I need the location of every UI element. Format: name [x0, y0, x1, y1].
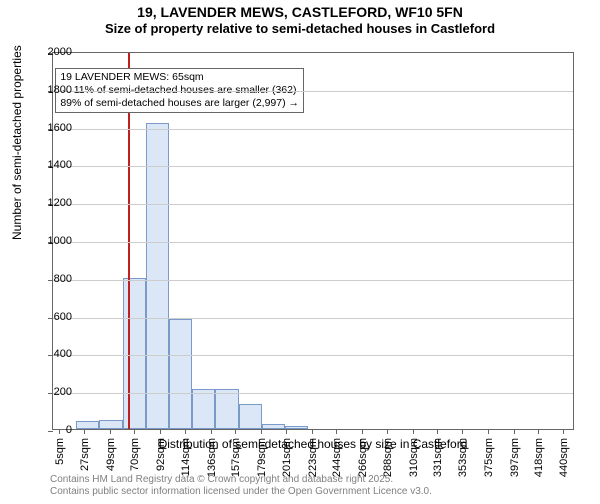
ytick-label: 1400 — [48, 159, 72, 171]
ytick-mark — [48, 355, 53, 356]
gridline-h — [53, 204, 573, 205]
xtick-mark — [286, 429, 287, 434]
ytick-mark — [48, 318, 53, 319]
histogram-bar — [169, 319, 192, 429]
xtick-mark — [413, 429, 414, 434]
xtick-mark — [110, 429, 111, 434]
footer-attribution: Contains HM Land Registry data © Crown c… — [50, 474, 432, 498]
histogram-bar — [262, 424, 285, 429]
chart-title-main: 19, LAVENDER MEWS, CASTLEFORD, WF10 5FN — [0, 4, 600, 20]
ytick-label: 1600 — [48, 122, 72, 134]
xtick-label: 49sqm — [105, 438, 117, 471]
ytick-label: 600 — [54, 311, 72, 323]
xtick-mark — [261, 429, 262, 434]
xtick-mark — [134, 429, 135, 434]
xtick-label: 266sqm — [357, 438, 369, 477]
xtick-label: 331sqm — [432, 438, 444, 477]
xtick-mark — [185, 429, 186, 434]
xtick-label: 5sqm — [54, 438, 66, 465]
xtick-mark — [514, 429, 515, 434]
xtick-mark — [563, 429, 564, 434]
xtick-label: 27sqm — [79, 438, 91, 471]
xtick-mark — [84, 429, 85, 434]
ytick-label: 200 — [54, 386, 72, 398]
gridline-h — [53, 166, 573, 167]
histogram-bar — [146, 123, 169, 429]
chart-container: 19 LAVENDER MEWS: 65sqm← 11% of semi-det… — [52, 52, 574, 430]
xtick-label: 136sqm — [206, 438, 218, 477]
footer-line-2: Contains public sector information licen… — [50, 486, 432, 498]
annotation-line: 89% of semi-detached houses are larger (… — [60, 97, 299, 110]
xtick-label: 353sqm — [457, 438, 469, 477]
gridline-h — [53, 280, 573, 281]
xtick-mark — [387, 429, 388, 434]
plot-area: 19 LAVENDER MEWS: 65sqm← 11% of semi-det… — [52, 52, 574, 430]
xtick-label: 70sqm — [129, 438, 141, 471]
xtick-label: 440sqm — [558, 438, 570, 477]
xtick-label: 114sqm — [180, 438, 192, 476]
y-axis-label: Number of semi-detached properties — [10, 45, 24, 240]
xtick-label: 201sqm — [281, 438, 293, 477]
xtick-mark — [235, 429, 236, 434]
ytick-label: 0 — [66, 424, 72, 436]
ytick-label: 2000 — [48, 46, 72, 58]
chart-title-sub: Size of property relative to semi-detach… — [0, 21, 600, 36]
xtick-mark — [437, 429, 438, 434]
gridline-h — [53, 129, 573, 130]
xtick-label: 288sqm — [382, 438, 394, 477]
histogram-bar — [285, 426, 308, 429]
ytick-mark — [48, 280, 53, 281]
histogram-bar — [215, 389, 238, 429]
xtick-mark — [538, 429, 539, 434]
xtick-mark — [211, 429, 212, 434]
xtick-label: 244sqm — [331, 438, 343, 477]
xtick-label: 157sqm — [230, 438, 242, 477]
ytick-label: 400 — [54, 348, 72, 360]
annotation-line: 19 LAVENDER MEWS: 65sqm — [60, 71, 299, 84]
ytick-mark — [48, 393, 53, 394]
histogram-bar — [123, 278, 146, 429]
xtick-label: 418sqm — [533, 438, 545, 477]
xtick-mark — [59, 429, 60, 434]
xtick-mark — [362, 429, 363, 434]
histogram-bar — [239, 404, 262, 429]
ytick-label: 1200 — [48, 197, 72, 209]
histogram-bar — [76, 421, 99, 429]
xtick-mark — [160, 429, 161, 434]
gridline-h — [53, 318, 573, 319]
ytick-mark — [48, 431, 53, 432]
gridline-h — [53, 393, 573, 394]
xtick-mark — [312, 429, 313, 434]
xtick-label: 223sqm — [307, 438, 319, 477]
histogram-bar — [99, 420, 122, 429]
xtick-mark — [336, 429, 337, 434]
gridline-h — [53, 91, 573, 92]
xtick-mark — [462, 429, 463, 434]
ytick-label: 1800 — [48, 84, 72, 96]
xtick-label: 310sqm — [408, 438, 420, 477]
ytick-label: 800 — [54, 273, 72, 285]
ytick-label: 1000 — [48, 235, 72, 247]
gridline-h — [53, 355, 573, 356]
xtick-label: 92sqm — [155, 438, 167, 471]
gridline-h — [53, 242, 573, 243]
xtick-mark — [488, 429, 489, 434]
xtick-label: 179sqm — [256, 438, 268, 477]
histogram-bar — [192, 389, 215, 429]
xtick-label: 375sqm — [483, 438, 495, 477]
xtick-label: 397sqm — [509, 438, 521, 477]
